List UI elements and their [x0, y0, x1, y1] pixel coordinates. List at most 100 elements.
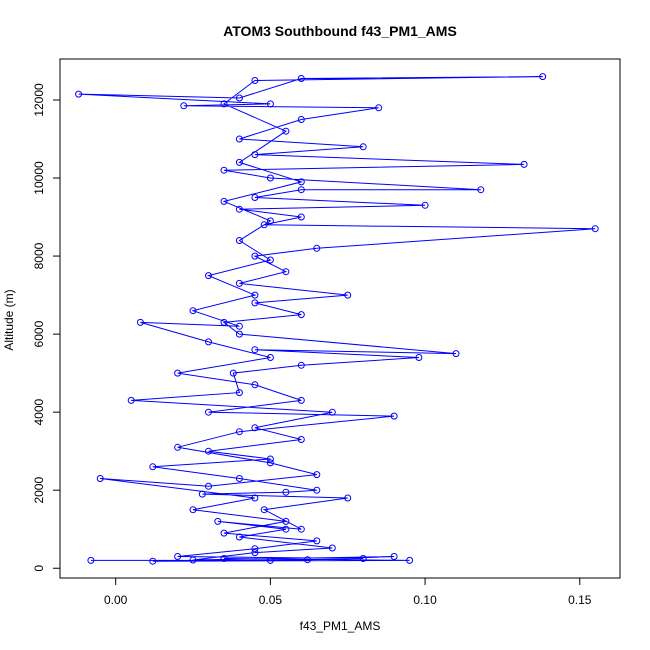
data-point	[520, 160, 528, 168]
data-point	[235, 330, 243, 338]
data-point	[452, 350, 460, 358]
data-point	[96, 475, 104, 482]
data-point	[297, 525, 305, 533]
data-point	[260, 506, 268, 514]
data-point	[220, 166, 228, 174]
data-point	[136, 318, 144, 326]
data-point	[260, 221, 268, 229]
data-point	[266, 459, 274, 467]
data-point	[174, 553, 182, 560]
series-line	[78, 76, 596, 562]
data-point	[282, 488, 290, 496]
data-point	[297, 436, 305, 443]
data-point	[328, 544, 336, 552]
data-point	[149, 557, 157, 565]
data-series	[75, 73, 599, 565]
data-point	[229, 369, 237, 377]
x-tick-label: 0.10	[413, 593, 437, 607]
plot-frame	[59, 58, 621, 579]
data-point	[205, 272, 212, 280]
data-point	[304, 556, 311, 564]
data-point	[235, 533, 243, 541]
data-point	[313, 537, 321, 545]
data-point	[282, 268, 290, 276]
y-tick-label: 0	[32, 565, 46, 572]
x-axis: 0.00 0.05 0.10 0.15	[104, 577, 592, 607]
data-point	[189, 307, 197, 315]
data-point	[344, 494, 352, 502]
data-point	[266, 174, 274, 182]
data-point	[328, 408, 336, 416]
data-point	[359, 143, 367, 151]
data-point	[297, 178, 305, 186]
data-point	[313, 471, 321, 479]
data-point	[266, 455, 274, 463]
data-point	[174, 369, 182, 377]
data-point	[251, 346, 259, 354]
y-tick-label: 12000	[32, 83, 46, 117]
data-point	[251, 424, 259, 432]
data-point	[235, 389, 243, 397]
y-tick-label: 6000	[32, 320, 46, 347]
y-tick-label: 4000	[32, 398, 46, 425]
x-tick-label: 0.05	[259, 593, 283, 607]
data-point	[180, 102, 188, 110]
data-point	[235, 135, 243, 143]
data-point	[220, 100, 228, 108]
data-point	[297, 213, 305, 221]
data-point	[75, 90, 83, 98]
y-tick-label: 8000	[32, 242, 46, 269]
data-point	[251, 151, 259, 159]
plot-layer	[75, 73, 599, 565]
data-point	[313, 486, 321, 494]
data-point	[189, 506, 197, 514]
data-point	[251, 194, 259, 201]
chart-title: ATOM3 Southbound f43_PM1_AMS	[223, 23, 457, 39]
data-point	[220, 529, 228, 537]
data-point	[297, 396, 305, 404]
data-point	[87, 556, 95, 564]
data-point	[282, 127, 290, 135]
data-point	[235, 94, 243, 102]
data-point	[297, 361, 305, 369]
data-point	[235, 428, 243, 436]
data-point	[359, 555, 367, 562]
data-point	[220, 318, 228, 326]
data-point	[282, 525, 290, 533]
data-point	[251, 252, 259, 260]
data-point	[220, 555, 228, 562]
data-point	[390, 412, 398, 420]
data-point	[297, 75, 305, 82]
data-point	[205, 408, 212, 416]
data-point	[266, 556, 274, 564]
x-tick-label: 0.15	[568, 593, 592, 607]
data-point	[251, 299, 259, 307]
x-axis-label: f43_PM1_AMS	[300, 619, 381, 633]
data-point	[235, 475, 243, 482]
data-point	[251, 549, 259, 557]
y-axis-label: Altitude (m)	[2, 289, 16, 350]
data-point	[235, 237, 243, 244]
data-point	[406, 556, 414, 564]
data-point	[421, 201, 429, 209]
data-point	[375, 104, 383, 112]
data-point	[235, 279, 243, 287]
data-point	[251, 381, 259, 389]
data-point	[205, 447, 212, 455]
data-point	[235, 205, 243, 213]
data-point	[297, 116, 305, 123]
data-point	[214, 517, 222, 525]
data-point	[539, 73, 547, 81]
x-tick-label: 0.00	[104, 593, 128, 607]
data-point	[313, 244, 321, 252]
data-point	[251, 545, 259, 553]
data-point	[220, 197, 228, 205]
data-point	[297, 186, 305, 194]
data-point	[591, 225, 599, 233]
data-point	[415, 354, 423, 361]
data-point	[174, 443, 182, 451]
data-point	[282, 517, 290, 525]
data-point	[297, 311, 305, 319]
data-point	[205, 482, 212, 490]
